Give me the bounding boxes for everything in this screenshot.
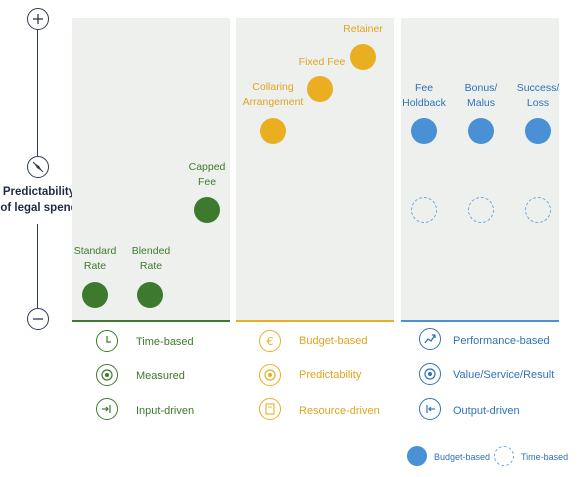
label-fixed-fee-line1: Fixed Fee <box>298 56 346 68</box>
dot-capped-fee <box>194 197 220 223</box>
legend-input-driven: Input-driven <box>136 405 195 417</box>
label-collaring-arrangement: Collaring Arrangement <box>235 80 311 110</box>
legend-output-driven: Output-driven <box>453 405 520 417</box>
label-standard-rate: Standard Rate <box>64 244 126 274</box>
legend-resource-driven: Resource-driven <box>299 405 380 417</box>
panel-performance-based <box>401 18 559 320</box>
label-blended-rate: Blended Rate <box>120 244 182 274</box>
dot-blended-rate <box>137 282 163 308</box>
key-dashed-label: Time-based <box>521 452 569 462</box>
plus-icon <box>27 8 49 30</box>
dot-bonus-malus-time <box>468 197 494 223</box>
legend-value-service-result: Value/Service/Result <box>453 369 555 381</box>
key-filled-label: Budget-based <box>434 452 491 462</box>
clock-icon <box>96 330 118 352</box>
baseline-budget <box>236 320 394 322</box>
axis-label-line2: of legal spend <box>0 202 78 214</box>
label-collaring-line2: Arrangement <box>242 96 304 108</box>
dot-success-loss <box>525 118 551 144</box>
label-capped-fee-line2: Fee <box>197 176 217 188</box>
axis-label-line1: Predictability <box>2 186 76 198</box>
minus-icon <box>27 308 49 330</box>
dot-fee-holdback <box>411 118 437 144</box>
label-retainer: Retainer <box>333 22 393 37</box>
legend-time-based: Time-based <box>136 336 194 348</box>
label-capped-fee-line1: Capped <box>188 161 226 173</box>
label-fee-holdback-line2: Holdback <box>402 97 446 109</box>
label-success-loss-line2: Loss <box>526 97 550 109</box>
compass-icon <box>27 156 49 178</box>
legend-budget-based: Budget-based <box>299 335 368 347</box>
trend-chart-icon <box>419 328 441 350</box>
svg-text:€: € <box>267 335 274 348</box>
label-capped-fee: Capped Fee <box>176 160 238 190</box>
label-blended-rate-line1: Blended <box>131 245 171 257</box>
label-fixed-fee: Fixed Fee <box>290 55 354 70</box>
key-dashed-dot <box>494 446 514 466</box>
target-icon <box>96 364 118 386</box>
input-arrow-icon <box>96 398 118 420</box>
baseline-time <box>72 320 230 322</box>
label-bonus-malus-line1: Bonus/ <box>464 82 498 94</box>
label-bonus-malus-line2: Malus <box>466 97 495 109</box>
dot-standard-rate <box>82 282 108 308</box>
axis-line-lower <box>37 224 38 308</box>
label-fee-holdback-line1: Fee <box>414 82 434 94</box>
label-success-loss-line1: Success/ <box>516 82 560 94</box>
label-fee-holdback: Fee Holdback <box>394 81 454 111</box>
key-filled-dot <box>407 446 427 466</box>
target-icon <box>419 363 441 385</box>
legend-measured: Measured <box>136 370 185 382</box>
axis-label: Predictability of legal spend <box>0 184 78 216</box>
label-success-loss: Success/ Loss <box>508 81 568 111</box>
legend-predictability: Predictability <box>299 369 362 381</box>
label-standard-rate-line1: Standard <box>73 245 117 257</box>
label-standard-rate-line2: Rate <box>83 260 107 272</box>
dot-collaring-arrangement <box>260 118 286 144</box>
legend-performance-based: Performance-based <box>453 335 550 347</box>
target-icon <box>259 364 281 386</box>
label-bonus-malus: Bonus/ Malus <box>451 81 511 111</box>
dot-bonus-malus <box>468 118 494 144</box>
label-collaring-line1: Collaring <box>252 81 294 93</box>
document-icon <box>259 398 281 420</box>
dot-fee-holdback-time <box>411 197 437 223</box>
label-blended-rate-line2: Rate <box>139 260 163 272</box>
output-arrow-icon <box>419 398 441 420</box>
baseline-performance <box>401 320 559 322</box>
axis-line-upper <box>37 30 38 156</box>
dot-retainer <box>350 44 376 70</box>
dot-success-loss-time <box>525 197 551 223</box>
label-retainer-line1: Retainer <box>343 23 383 35</box>
euro-icon: € <box>259 330 281 352</box>
dot-fixed-fee <box>307 76 333 102</box>
panel-time-based <box>72 18 230 320</box>
